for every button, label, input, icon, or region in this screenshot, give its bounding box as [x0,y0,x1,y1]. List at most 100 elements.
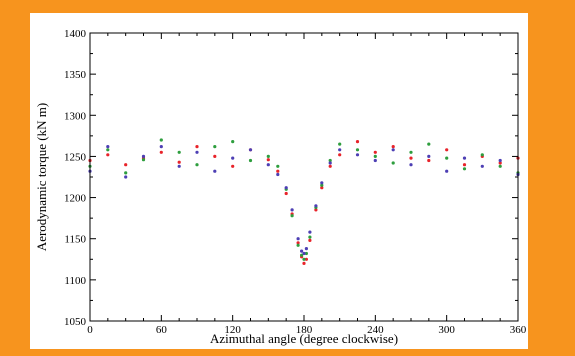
data-point [373,154,377,158]
data-point [300,253,304,257]
data-point [231,156,235,160]
data-point [213,169,217,173]
data-point [106,145,110,149]
data-point [141,154,146,158]
data-point [302,257,306,261]
data-point [445,169,449,173]
data-point [159,138,163,142]
data-point [355,140,360,144]
x-tick-label: 0 [87,324,93,336]
data-point [290,208,294,212]
data-point [328,158,332,163]
series-layer [88,138,520,265]
data-point [328,161,332,165]
y-tick-label: 1150 [64,234,86,246]
data-point [445,148,449,152]
data-point [314,208,318,212]
y-tick-label: 1200 [64,193,87,205]
data-point [284,186,288,190]
data-point [320,186,324,190]
data-point [213,154,217,158]
y-tick-label: 1350 [64,69,87,81]
data-point [462,163,467,167]
data-point [462,167,467,171]
data-point [296,243,300,247]
data-point [498,164,502,168]
data-point [304,251,308,256]
data-point [391,145,395,149]
data-point [328,164,332,168]
plot-frame [89,32,519,322]
series-1 [88,140,520,265]
data-point [308,235,312,239]
data-point [320,183,324,187]
series-3 [88,145,520,256]
data-point [124,163,128,167]
x-tick-label: 180 [296,324,313,336]
data-point [195,150,199,154]
data-point [427,158,431,163]
data-point [427,154,431,158]
data-point [302,251,306,256]
data-point [409,156,413,160]
data-point [276,172,280,177]
data-point [248,148,253,152]
data-point [409,150,413,154]
data-point [177,160,181,164]
series-2 [88,138,520,261]
data-point [106,153,110,157]
data-point [338,142,342,146]
data-point [177,164,181,168]
data-point [462,156,467,160]
data-point [124,175,128,179]
data-point [296,241,300,245]
x-tick-label: 240 [367,324,384,336]
data-point [338,153,342,157]
data-point [266,154,270,158]
data-point [231,140,235,144]
data-point [300,249,304,253]
data-point [304,257,308,261]
data-point [195,145,199,149]
y-tick-label: 1250 [64,151,87,163]
data-point [231,164,235,168]
y-tick-label: 1300 [64,110,87,122]
y-axis-title: Aerodynamic torque (kN m) [34,103,49,251]
x-axis-title: Azimuthal angle (degree clockwise) [210,331,398,346]
data-point [296,237,300,241]
data-point [480,164,484,168]
data-point [159,150,163,154]
data-point [498,161,502,165]
data-point [391,161,395,165]
data-point [106,148,110,152]
data-point [308,230,312,234]
data-point [480,153,484,157]
x-tick-label: 300 [438,324,455,336]
torque-chart: 0 60 120 180 240 300 360 1050 1100 1150 1200 1250 13… [34,28,527,346]
data-point [302,261,306,265]
data-point [124,171,128,175]
data-point [409,163,413,167]
chart-panel: 0 60 120 180 240 300 360 1050 1100 1150 1200 1250 13… [30,13,528,349]
data-point [266,163,270,167]
data-point [304,247,308,251]
y-tick-label: 1100 [64,275,86,287]
data-point [177,150,181,154]
x-tick-label: 120 [224,324,241,336]
data-point [159,145,163,149]
y-tick-label: 1400 [64,28,87,40]
x-tick-label: 360 [510,324,527,336]
data-point [338,148,342,152]
data-point [276,164,280,168]
data-point [290,214,294,218]
ticks-layer: 0 60 120 180 240 300 360 1050 1100 1150 1200 1250 13… [64,28,527,336]
data-point [195,163,199,167]
data-point [314,204,318,208]
data-point [276,169,280,173]
data-point [266,158,270,162]
data-point [284,191,288,196]
data-point [427,142,431,146]
data-point [391,148,395,152]
data-point [248,158,253,163]
x-tick-label: 60 [156,324,168,336]
